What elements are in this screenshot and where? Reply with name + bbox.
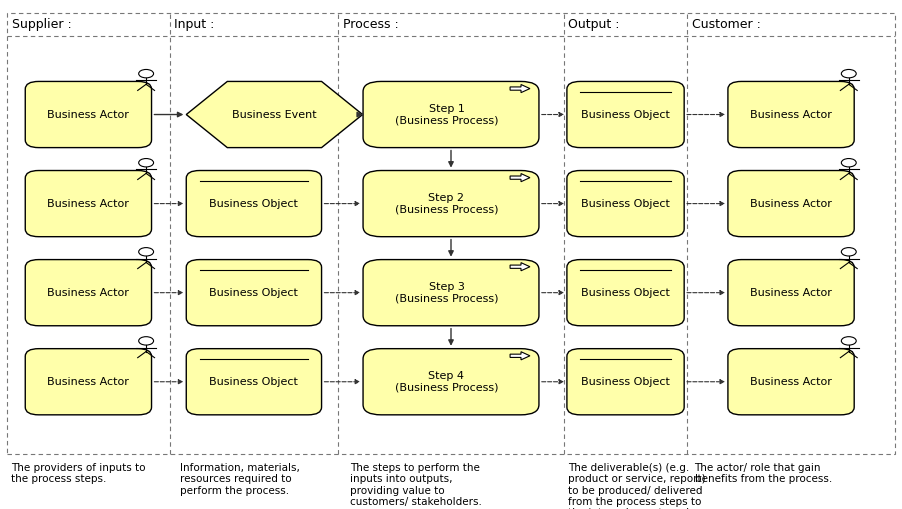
Text: Business Actor: Business Actor <box>750 377 832 387</box>
Text: Input :: Input : <box>174 18 215 31</box>
Polygon shape <box>511 263 530 271</box>
Polygon shape <box>186 81 363 148</box>
Text: Step 3
(Business Process): Step 3 (Business Process) <box>395 282 498 303</box>
Text: Business Actor: Business Actor <box>750 199 832 209</box>
Text: Step 4
(Business Process): Step 4 (Business Process) <box>395 371 498 392</box>
Text: Step 2
(Business Process): Step 2 (Business Process) <box>395 193 498 214</box>
Text: Customer :: Customer : <box>692 18 760 31</box>
FancyBboxPatch shape <box>363 171 538 237</box>
Bar <box>7 13 895 454</box>
FancyBboxPatch shape <box>25 349 152 415</box>
Polygon shape <box>511 352 530 360</box>
FancyBboxPatch shape <box>567 171 685 237</box>
FancyBboxPatch shape <box>567 260 685 326</box>
FancyBboxPatch shape <box>25 260 152 326</box>
Text: perform the process.: perform the process. <box>180 486 290 496</box>
FancyBboxPatch shape <box>567 349 685 415</box>
FancyBboxPatch shape <box>567 81 685 148</box>
Text: product or service, report): product or service, report) <box>568 474 706 485</box>
Text: The deliverable(s) (e.g.: The deliverable(s) (e.g. <box>568 463 689 473</box>
Text: Step 1
(Business Process): Step 1 (Business Process) <box>395 104 498 125</box>
Text: the process steps.: the process steps. <box>11 474 106 485</box>
Text: Process :: Process : <box>343 18 399 31</box>
Text: Business Actor: Business Actor <box>48 109 129 120</box>
Text: Business Object: Business Object <box>581 109 670 120</box>
Text: The steps to perform the: The steps to perform the <box>350 463 480 473</box>
FancyBboxPatch shape <box>186 260 321 326</box>
Text: Business Object: Business Object <box>209 377 299 387</box>
Text: benefits from the process.: benefits from the process. <box>695 474 832 485</box>
Text: Business Actor: Business Actor <box>750 288 832 298</box>
FancyBboxPatch shape <box>728 260 854 326</box>
Text: to be produced/ delivered: to be produced/ delivered <box>568 486 703 496</box>
Text: Business Object: Business Object <box>209 199 299 209</box>
Text: inputs into outputs,: inputs into outputs, <box>350 474 453 485</box>
Text: Supplier :: Supplier : <box>12 18 71 31</box>
Text: Business Actor: Business Actor <box>750 109 832 120</box>
Text: Business Actor: Business Actor <box>48 199 129 209</box>
Text: Output :: Output : <box>568 18 620 31</box>
FancyBboxPatch shape <box>363 260 538 326</box>
FancyBboxPatch shape <box>186 171 321 237</box>
Text: providing value to: providing value to <box>350 486 445 496</box>
FancyBboxPatch shape <box>728 81 854 148</box>
FancyBboxPatch shape <box>186 349 321 415</box>
FancyBboxPatch shape <box>363 349 538 415</box>
FancyBboxPatch shape <box>363 81 538 148</box>
Text: Business Object: Business Object <box>581 377 670 387</box>
Text: The actor/ role that gain: The actor/ role that gain <box>695 463 821 473</box>
FancyBboxPatch shape <box>25 81 152 148</box>
Text: resources required to: resources required to <box>180 474 292 485</box>
Text: customers/ stakeholders.: customers/ stakeholders. <box>350 497 482 507</box>
Text: Business Object: Business Object <box>581 288 670 298</box>
Text: Business Object: Business Object <box>209 288 299 298</box>
Text: the internal or external: the internal or external <box>568 508 689 509</box>
Polygon shape <box>511 84 530 93</box>
FancyBboxPatch shape <box>728 349 854 415</box>
Text: Information, materials,: Information, materials, <box>180 463 300 473</box>
Text: Business Actor: Business Actor <box>48 377 129 387</box>
Text: Business Actor: Business Actor <box>48 288 129 298</box>
FancyBboxPatch shape <box>728 171 854 237</box>
Text: Business Event: Business Event <box>232 109 317 120</box>
Text: The providers of inputs to: The providers of inputs to <box>11 463 145 473</box>
Polygon shape <box>511 174 530 182</box>
Text: Business Object: Business Object <box>581 199 670 209</box>
Text: from the process steps to: from the process steps to <box>568 497 702 507</box>
FancyBboxPatch shape <box>25 171 152 237</box>
